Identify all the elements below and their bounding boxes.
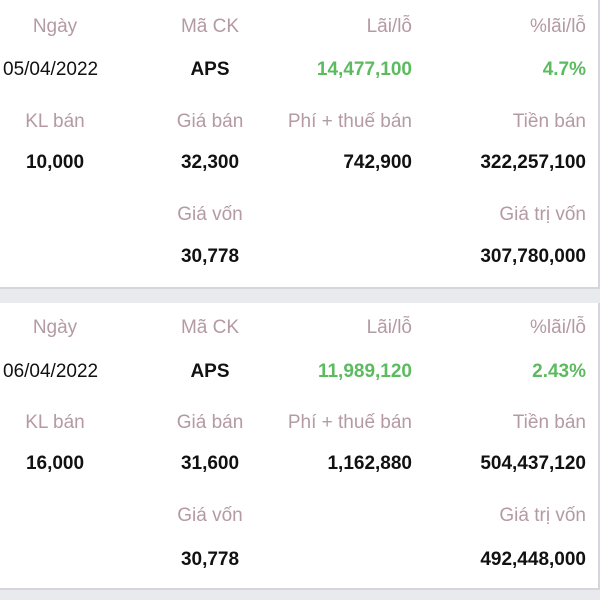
ticker-label: Mã CK	[180, 16, 240, 37]
fee-tax-label: Phí + thuế bán	[287, 111, 412, 132]
qty-sold-label: KL bán	[25, 111, 85, 132]
profit-value: 11,989,120	[317, 361, 412, 382]
qty-sold-value: 16,000	[25, 453, 85, 474]
ticker-value: APS	[190, 59, 230, 80]
ticker-value: APS	[190, 361, 230, 382]
qty-sold-value: 10,000	[25, 152, 85, 173]
profit-pct-label: %lãi/lỗ	[530, 317, 586, 338]
date-value: 06/04/2022	[3, 361, 99, 382]
date-value: 05/04/2022	[3, 59, 99, 80]
cost-value-label: Giá trị vốn	[499, 204, 586, 225]
date-label: Ngày	[32, 317, 78, 338]
sell-price-label: Giá bán	[176, 111, 244, 132]
sell-price-value: 32,300	[180, 152, 240, 173]
proceeds-label: Tiền bán	[512, 412, 586, 433]
cost-value-label: Giá trị vốn	[499, 505, 586, 526]
date-label: Ngày	[32, 16, 78, 37]
fee-tax-value: 1,162,880	[327, 453, 412, 474]
profit-label: Lãi/lỗ	[366, 317, 412, 338]
cost-value-value: 492,448,000	[480, 549, 586, 570]
profit-value: 14,477,100	[316, 59, 412, 80]
profit-pct-value: 2.43%	[532, 361, 586, 382]
trade-record-card[interactable]: Ngày Mã CK Lãi/lỗ %lãi/lỗ 05/04/2022 APS…	[0, 0, 600, 289]
profit-pct-label: %lãi/lỗ	[530, 16, 586, 37]
fee-tax-label: Phí + thuế bán	[287, 412, 412, 433]
sell-price-label: Giá bán	[176, 412, 244, 433]
proceeds-value: 504,437,120	[480, 453, 586, 474]
proceeds-label: Tiền bán	[512, 111, 586, 132]
trade-record-card[interactable]: Ngày Mã CK Lãi/lỗ %lãi/lỗ 06/04/2022 APS…	[0, 303, 600, 590]
profit-label: Lãi/lỗ	[366, 16, 412, 37]
sell-price-value: 31,600	[180, 453, 240, 474]
cost-price-label: Giá vốn	[177, 505, 243, 526]
proceeds-value: 322,257,100	[480, 152, 586, 173]
ticker-label: Mã CK	[180, 317, 240, 338]
profit-pct-value: 4.7%	[542, 59, 586, 80]
qty-sold-label: KL bán	[25, 412, 85, 433]
cost-price-label: Giá vốn	[177, 204, 243, 225]
cost-price-value: 30,778	[180, 246, 240, 267]
fee-tax-value: 742,900	[343, 152, 412, 173]
cost-value-value: 307,780,000	[480, 246, 586, 267]
cost-price-value: 30,778	[180, 549, 240, 570]
